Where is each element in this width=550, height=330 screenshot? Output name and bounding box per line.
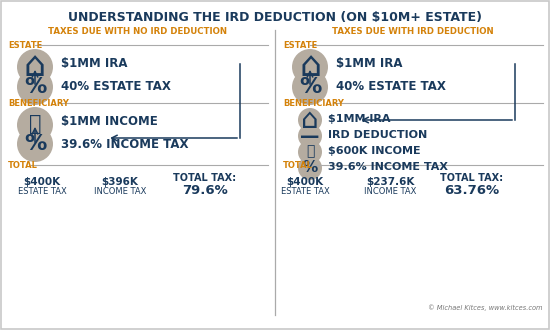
Text: %: % xyxy=(24,77,46,97)
Circle shape xyxy=(298,156,322,180)
Text: ⌂: ⌂ xyxy=(24,50,46,83)
Text: %: % xyxy=(24,134,46,154)
Text: ⌂: ⌂ xyxy=(299,50,321,83)
Text: $1MM IRA: $1MM IRA xyxy=(61,57,128,71)
Text: 39.6% INCOME TAX: 39.6% INCOME TAX xyxy=(61,138,189,150)
Circle shape xyxy=(298,108,322,132)
Circle shape xyxy=(292,49,328,85)
Text: 👥: 👥 xyxy=(306,144,314,158)
Text: ⌂: ⌂ xyxy=(301,106,319,134)
Text: TOTAL TAX:: TOTAL TAX: xyxy=(441,173,504,183)
Text: ESTATE TAX: ESTATE TAX xyxy=(280,187,329,196)
Text: 👥: 👥 xyxy=(29,114,41,134)
Text: 40% ESTATE TAX: 40% ESTATE TAX xyxy=(61,81,171,93)
Circle shape xyxy=(298,124,322,148)
Text: $1MM IRA: $1MM IRA xyxy=(336,57,403,71)
Text: INCOME TAX: INCOME TAX xyxy=(364,187,416,196)
Text: 39.6% INCOME TAX: 39.6% INCOME TAX xyxy=(328,162,448,172)
Circle shape xyxy=(298,140,322,164)
Text: INCOME TAX: INCOME TAX xyxy=(94,187,146,196)
Text: %: % xyxy=(302,160,318,176)
Circle shape xyxy=(17,126,53,162)
Text: TOTAL TAX:: TOTAL TAX: xyxy=(173,173,236,183)
Text: IRD DEDUCTION: IRD DEDUCTION xyxy=(328,130,427,140)
Text: —: — xyxy=(300,126,320,146)
Text: UNDERSTANDING THE IRD DEDUCTION (ON $10M+ ESTATE): UNDERSTANDING THE IRD DEDUCTION (ON $10M… xyxy=(68,11,482,23)
Text: BENEFICIARY: BENEFICIARY xyxy=(283,98,344,108)
Text: TAXES DUE WITH NO IRD DEDUCTION: TAXES DUE WITH NO IRD DEDUCTION xyxy=(47,27,227,37)
Text: ESTATE: ESTATE xyxy=(8,41,42,49)
Text: ESTATE: ESTATE xyxy=(283,41,317,49)
Text: $396K: $396K xyxy=(102,177,139,187)
Text: © Michael Kitces, www.kitces.com: © Michael Kitces, www.kitces.com xyxy=(428,305,543,311)
Text: 40% ESTATE TAX: 40% ESTATE TAX xyxy=(336,81,446,93)
Circle shape xyxy=(292,69,328,105)
Text: $1MM INCOME: $1MM INCOME xyxy=(61,115,158,127)
Circle shape xyxy=(17,107,53,143)
Circle shape xyxy=(17,49,53,85)
Text: $400K: $400K xyxy=(24,177,60,187)
Text: %: % xyxy=(299,77,321,97)
Text: TOTAL: TOTAL xyxy=(8,160,38,170)
Text: $237.6K: $237.6K xyxy=(366,177,414,187)
Text: $600K INCOME: $600K INCOME xyxy=(328,146,421,156)
Text: 63.76%: 63.76% xyxy=(444,183,499,196)
Text: 79.6%: 79.6% xyxy=(182,183,228,196)
Text: $1MM IRA: $1MM IRA xyxy=(328,114,390,124)
Text: $400K: $400K xyxy=(287,177,323,187)
Circle shape xyxy=(17,69,53,105)
Text: BENEFICIARY: BENEFICIARY xyxy=(8,98,69,108)
Text: TAXES DUE WITH IRD DEDUCTION: TAXES DUE WITH IRD DEDUCTION xyxy=(332,27,494,37)
Text: TOTAL: TOTAL xyxy=(283,160,313,170)
Text: ESTATE TAX: ESTATE TAX xyxy=(18,187,67,196)
